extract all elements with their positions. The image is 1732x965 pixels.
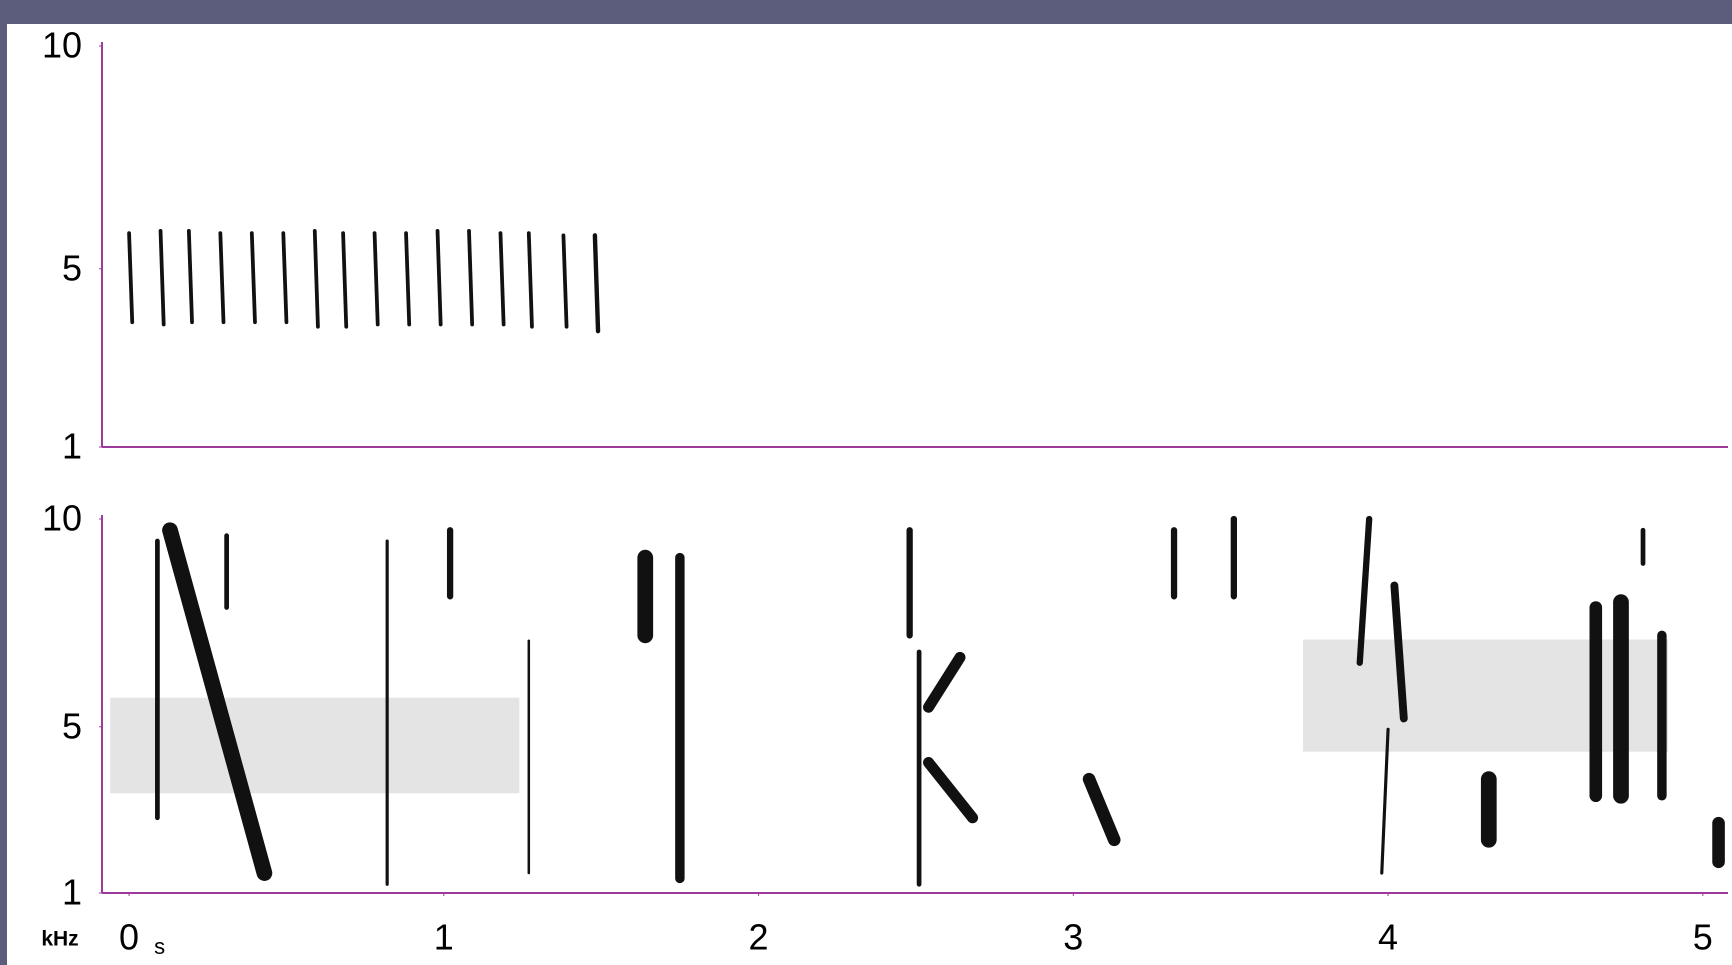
sound-element <box>526 231 534 329</box>
x-axis-unit: s <box>154 934 165 959</box>
sound-element <box>1356 515 1373 666</box>
x-tick-label: 5 <box>1693 917 1713 958</box>
y-tick-label: 1 <box>62 426 82 467</box>
sound-element <box>341 231 349 329</box>
sound-element <box>249 231 257 325</box>
sound-element <box>186 229 194 325</box>
sound-element <box>435 229 443 327</box>
sound-element <box>372 231 380 327</box>
noise-band <box>110 697 520 794</box>
sound-element <box>498 231 506 327</box>
noise-band <box>1303 639 1669 752</box>
sound-element <box>923 757 979 824</box>
sound-element <box>404 231 412 327</box>
canvas <box>7 24 1732 965</box>
y-tick-label: 5 <box>62 247 82 288</box>
sound-element <box>467 229 475 327</box>
x-tick-label: 0 <box>119 917 139 958</box>
sound-element <box>1082 772 1121 847</box>
x-tick-label: 1 <box>434 917 454 958</box>
x-tick-label: 2 <box>749 917 769 958</box>
sound-element <box>218 231 226 325</box>
sound-element <box>312 229 320 329</box>
sound-element <box>561 233 569 329</box>
sound-element <box>127 231 135 325</box>
sound-element <box>592 233 601 334</box>
y-tick-label: 10 <box>42 498 82 539</box>
sound-element <box>162 522 273 881</box>
sound-element <box>281 231 289 325</box>
sound-element <box>158 229 166 327</box>
y-tick-label: 5 <box>62 705 82 746</box>
y-tick-label: 1 <box>62 872 82 913</box>
y-tick-label: 10 <box>42 25 82 66</box>
sound-element <box>1380 727 1390 875</box>
y-axis-unit: kHz <box>41 928 78 951</box>
x-tick-label: 3 <box>1063 917 1083 958</box>
sound-element <box>1390 581 1408 723</box>
sound-element <box>923 651 966 713</box>
x-tick-label: 4 <box>1378 917 1398 958</box>
